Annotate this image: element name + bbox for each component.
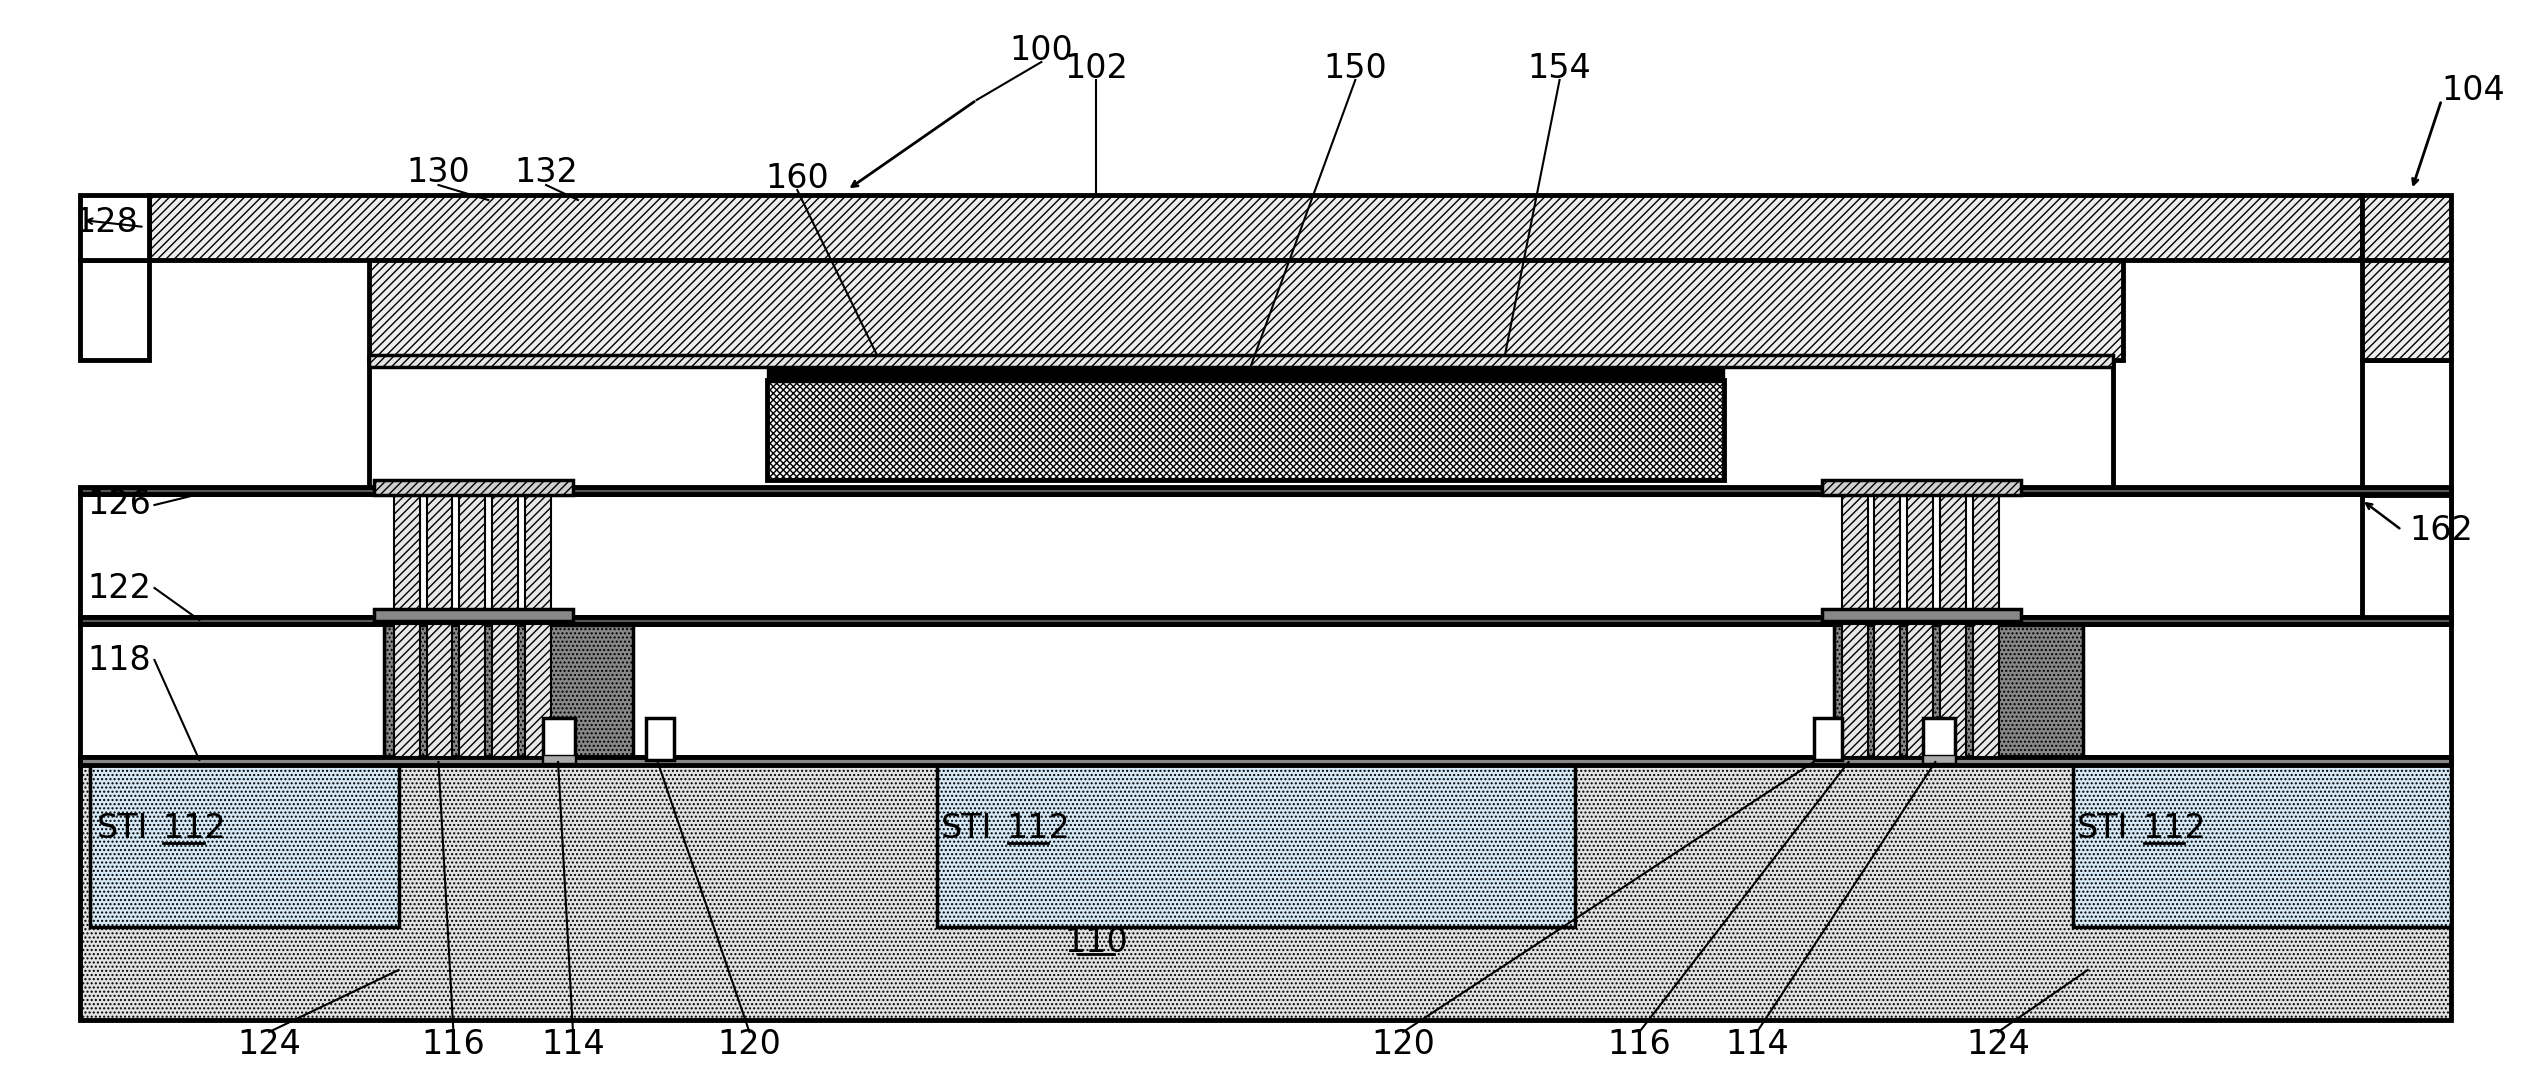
Bar	[383, 625, 633, 765]
Bar	[1924, 719, 1956, 763]
Bar	[459, 494, 487, 616]
Bar	[1823, 609, 2022, 621]
Bar	[542, 755, 575, 763]
Text: 112: 112	[2143, 812, 2206, 844]
Text: 116: 116	[1608, 1029, 1671, 1061]
Bar	[1876, 624, 1901, 757]
Text: STI: STI	[2077, 812, 2128, 844]
Text: STI: STI	[96, 812, 149, 844]
Text: 120: 120	[1371, 1029, 1434, 1061]
Bar	[1833, 625, 2082, 765]
Bar	[1941, 624, 1966, 757]
Bar	[524, 494, 552, 616]
Text: 114: 114	[1724, 1029, 1790, 1061]
Text: 118: 118	[88, 643, 151, 677]
Bar	[81, 761, 2450, 1020]
Bar	[426, 494, 451, 616]
Bar	[1813, 719, 1843, 760]
Bar	[81, 624, 2450, 757]
Bar	[149, 195, 2362, 260]
Bar	[1908, 494, 1934, 616]
Text: 110: 110	[1064, 926, 1127, 958]
Bar	[373, 480, 572, 495]
Text: 124: 124	[1966, 1029, 2029, 1061]
Bar	[2362, 495, 2450, 623]
Bar	[1843, 624, 1868, 757]
Bar	[81, 494, 2450, 616]
Text: 104: 104	[2440, 73, 2506, 106]
Text: 160: 160	[766, 161, 829, 194]
Bar	[1974, 624, 1999, 757]
Text: STI: STI	[940, 812, 993, 844]
Bar	[766, 380, 1724, 480]
Bar	[81, 757, 2450, 765]
Bar	[1941, 494, 1966, 616]
Text: 112: 112	[161, 812, 227, 844]
Bar	[373, 609, 572, 621]
Bar	[81, 260, 149, 360]
Bar	[1876, 494, 1901, 616]
Text: 112: 112	[1006, 812, 1071, 844]
Text: 114: 114	[542, 1029, 605, 1061]
Text: 100: 100	[1008, 33, 1074, 67]
Bar	[2362, 360, 2450, 495]
Text: 132: 132	[514, 157, 577, 189]
Bar	[393, 494, 418, 616]
Bar	[492, 624, 519, 757]
Bar	[1974, 494, 1999, 616]
Bar	[1908, 624, 1934, 757]
Bar	[81, 616, 2450, 624]
Text: 128: 128	[76, 205, 139, 238]
Text: 130: 130	[406, 157, 471, 189]
Bar	[492, 494, 519, 616]
Bar	[393, 624, 418, 757]
Bar	[368, 260, 2123, 360]
Bar	[1843, 494, 1868, 616]
Text: 154: 154	[1528, 52, 1591, 85]
Bar	[1823, 480, 2022, 495]
Text: 122: 122	[88, 571, 151, 605]
Bar	[766, 368, 1724, 382]
Bar	[2362, 260, 2450, 360]
Bar	[2072, 761, 2450, 927]
Text: 124: 124	[237, 1029, 300, 1061]
Bar	[81, 487, 2450, 494]
Bar	[81, 195, 149, 260]
Bar	[938, 761, 1576, 927]
Bar	[368, 355, 2113, 367]
Bar	[2362, 195, 2450, 260]
Text: 126: 126	[88, 489, 151, 522]
Bar	[459, 624, 487, 757]
Bar	[368, 360, 2113, 490]
Text: 102: 102	[1064, 52, 1127, 85]
Text: 150: 150	[1324, 52, 1387, 85]
Text: 120: 120	[718, 1029, 782, 1061]
Bar	[426, 624, 451, 757]
Bar	[524, 624, 552, 757]
Bar	[542, 719, 575, 763]
Text: 162: 162	[2410, 513, 2473, 547]
Bar	[645, 719, 673, 760]
Text: 116: 116	[421, 1029, 487, 1061]
Bar	[1924, 755, 1956, 763]
Bar	[91, 761, 398, 927]
